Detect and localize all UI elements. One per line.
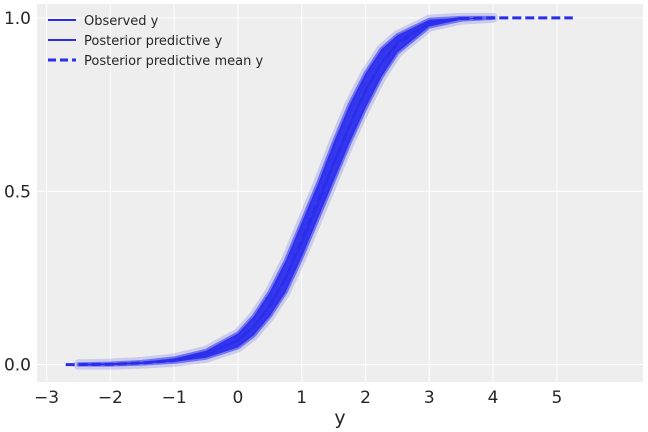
- legend-item: Posterior predictive y: [48, 34, 222, 49]
- y-tick-label: 1.0: [4, 9, 31, 29]
- y-tick-label: 0.0: [4, 356, 31, 376]
- series-lines: [65, 16, 573, 367]
- tick-labels: −3 −2 −1 0 1 2 3 4 5 0.0 0.5 1.0: [4, 9, 562, 408]
- x-tick-label: 3: [424, 388, 435, 408]
- x-tick-label: 1: [296, 388, 307, 408]
- x-tick-label: 4: [488, 388, 499, 408]
- posterior-predictive-mean-line: [65, 16, 573, 367]
- legend: Observed y Posterior predictive y Posterio…: [48, 14, 263, 69]
- legend-item: Observed y: [48, 14, 159, 29]
- x-tick-label: −1: [162, 388, 187, 408]
- x-tick-label: 0: [233, 388, 244, 408]
- grid-lines: [37, 4, 643, 382]
- y-tick-label: 0.5: [4, 182, 31, 202]
- x-tick-label: 5: [551, 388, 562, 408]
- legend-label: Posterior predictive y: [84, 34, 222, 49]
- legend-label: Observed y: [84, 14, 159, 29]
- plot-area-background: [37, 4, 643, 382]
- x-tick-label: −3: [34, 388, 59, 408]
- legend-item: Posterior predictive mean y: [48, 54, 263, 69]
- x-axis-label: y: [334, 407, 345, 429]
- legend-label: Posterior predictive mean y: [84, 54, 263, 69]
- x-tick-label: 2: [360, 388, 371, 408]
- x-tick-label: −2: [98, 388, 123, 408]
